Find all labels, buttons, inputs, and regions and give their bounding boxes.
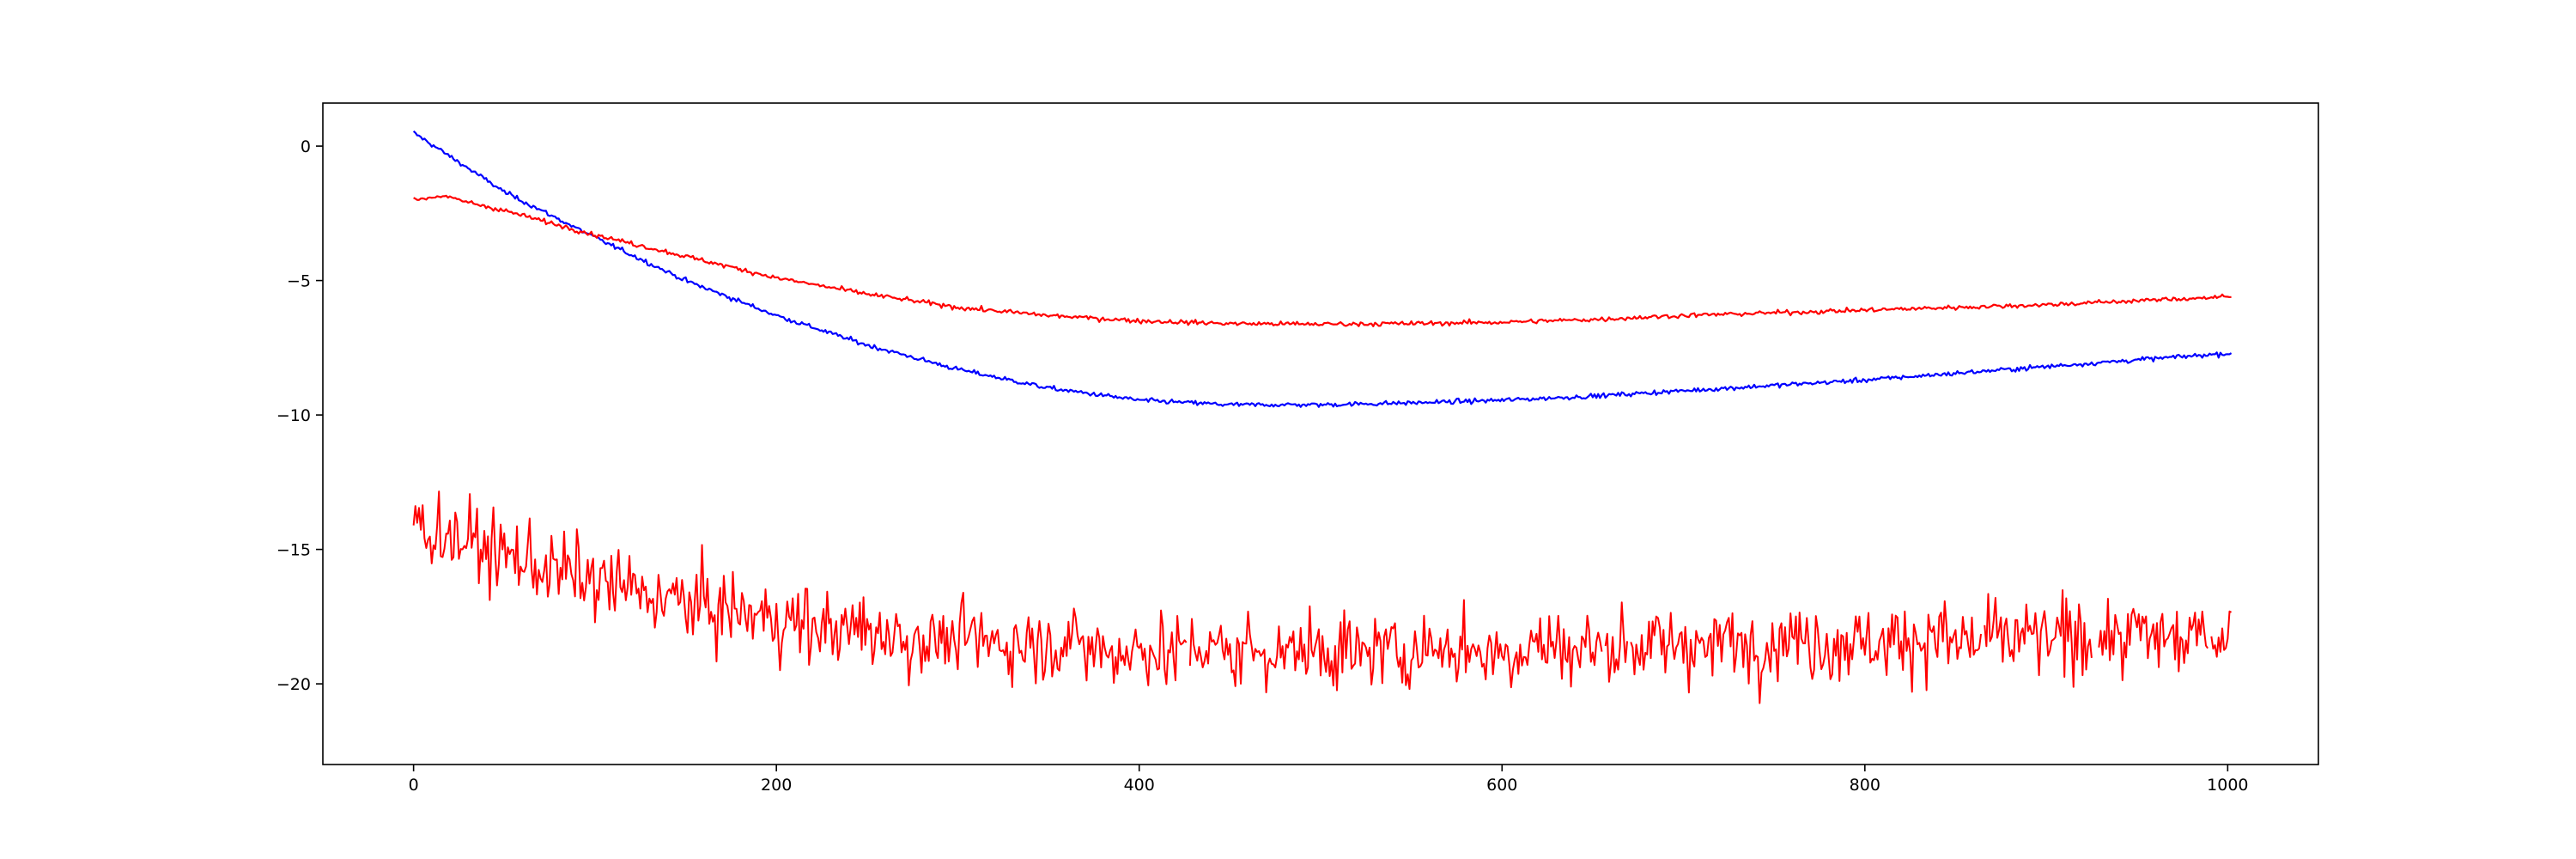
plot-frame [322,102,2319,765]
y-tick-label: −15 [276,541,311,560]
x-tick-label: 1000 [2207,776,2248,795]
y-axis: 0 −5 −10 −15 −20 [276,137,323,694]
series-layer [412,130,2233,704]
x-tick-label: 0 [409,776,419,795]
series-line-1 [412,130,2233,408]
y-tick-label: 0 [301,137,311,156]
y-tick-label: −10 [276,406,311,425]
x-tick-label: 600 [1486,776,1517,795]
x-tick-label: 400 [1124,776,1155,795]
x-axis: 0 200 400 600 800 1000 [409,765,2249,795]
x-tick-label: 200 [761,776,792,795]
series-line-2 [413,194,2232,327]
y-tick-label: −5 [287,272,311,291]
y-tick-label: −20 [276,675,311,694]
series-line-3 [412,490,2233,704]
x-tick-label: 800 [1850,776,1880,795]
